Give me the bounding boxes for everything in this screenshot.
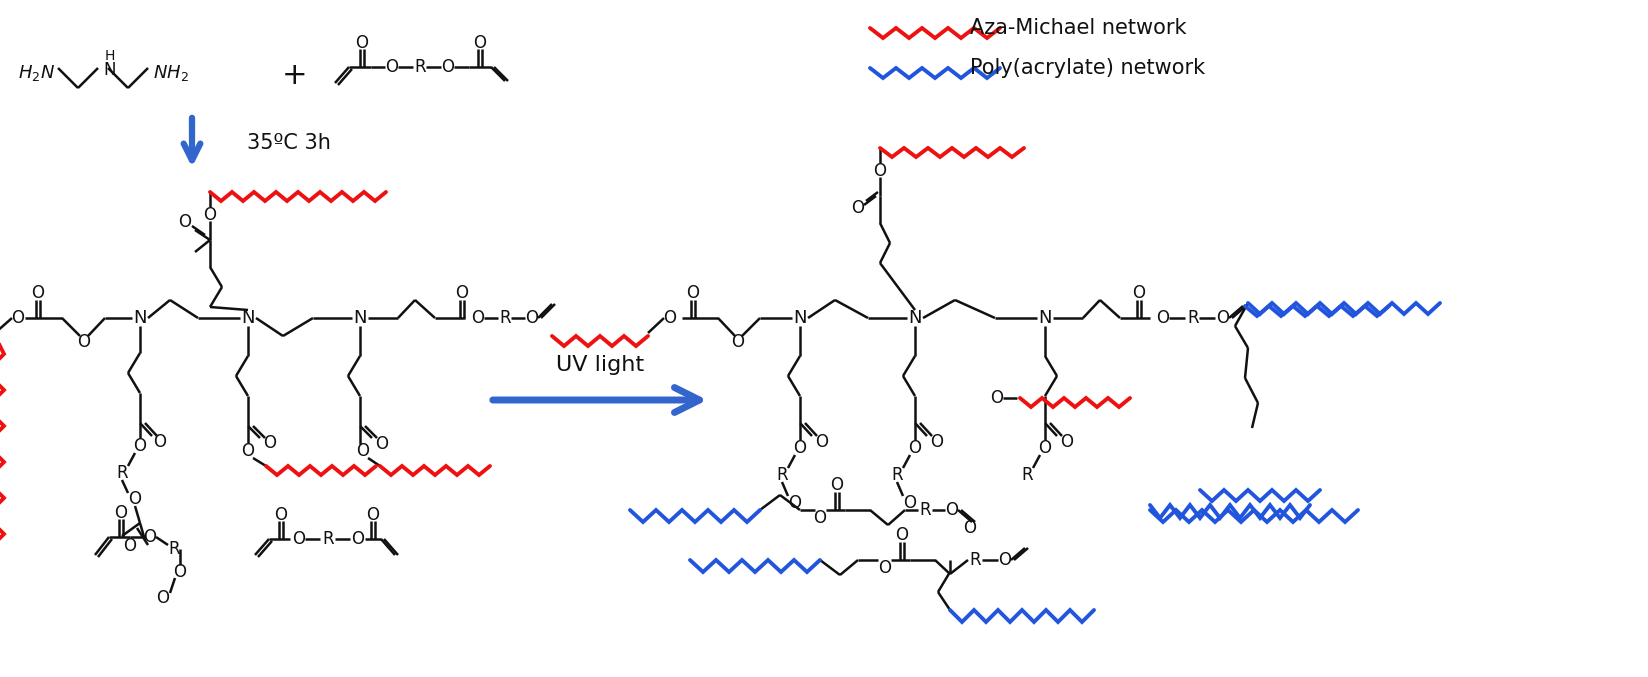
- Text: O: O: [946, 501, 959, 519]
- Text: O: O: [687, 284, 699, 302]
- Text: O: O: [895, 526, 908, 544]
- Text: N: N: [353, 309, 368, 327]
- Text: O: O: [903, 494, 916, 512]
- Text: R: R: [117, 464, 129, 482]
- Text: O: O: [178, 213, 191, 231]
- Text: O: O: [275, 506, 287, 524]
- Text: O: O: [376, 435, 389, 453]
- Text: O: O: [143, 528, 157, 546]
- Text: O: O: [788, 494, 801, 512]
- Text: O: O: [31, 284, 44, 302]
- Text: R: R: [499, 309, 511, 327]
- Text: O: O: [793, 439, 806, 457]
- Text: O: O: [999, 551, 1012, 569]
- Text: O: O: [1216, 309, 1229, 327]
- Text: R: R: [414, 58, 425, 76]
- Text: O: O: [356, 34, 369, 52]
- Text: O: O: [990, 389, 1004, 407]
- Text: R: R: [1022, 466, 1033, 484]
- Text: $NH_2$: $NH_2$: [153, 63, 190, 83]
- Text: O: O: [366, 506, 379, 524]
- Text: O: O: [908, 439, 921, 457]
- Text: $H_2N$: $H_2N$: [18, 63, 54, 83]
- Text: R: R: [323, 530, 335, 548]
- Text: O: O: [129, 490, 142, 508]
- Text: N: N: [1038, 309, 1051, 327]
- Text: O: O: [814, 509, 827, 527]
- Text: O: O: [242, 442, 254, 460]
- Text: O: O: [1061, 433, 1073, 451]
- Text: R: R: [892, 466, 903, 484]
- Text: O: O: [878, 559, 892, 577]
- Text: O: O: [964, 519, 977, 537]
- Text: UV light: UV light: [555, 355, 644, 375]
- Text: +: +: [282, 62, 308, 91]
- Text: O: O: [455, 284, 468, 302]
- Text: N: N: [908, 309, 921, 327]
- Text: N: N: [793, 309, 808, 327]
- Text: O: O: [1132, 284, 1145, 302]
- Text: O: O: [153, 433, 166, 451]
- Text: N: N: [104, 61, 117, 79]
- Text: R: R: [168, 540, 180, 558]
- Text: O: O: [873, 162, 887, 180]
- Text: O: O: [831, 476, 844, 494]
- Text: O: O: [173, 563, 186, 581]
- Text: O: O: [77, 333, 91, 351]
- Text: O: O: [386, 58, 399, 76]
- Text: O: O: [852, 199, 865, 217]
- Text: O: O: [526, 309, 539, 327]
- Text: O: O: [664, 309, 676, 327]
- Text: O: O: [351, 530, 364, 548]
- Text: Aza-Michael network: Aza-Michael network: [971, 18, 1187, 38]
- Text: O: O: [471, 309, 485, 327]
- Text: O: O: [442, 58, 455, 76]
- Text: O: O: [816, 433, 829, 451]
- Text: R: R: [1187, 309, 1198, 327]
- Text: R: R: [920, 501, 931, 519]
- Text: O: O: [732, 333, 745, 351]
- Text: O: O: [264, 434, 277, 452]
- Text: 35ºC 3h: 35ºC 3h: [247, 133, 331, 153]
- Text: R: R: [969, 551, 981, 569]
- Text: O: O: [292, 530, 305, 548]
- Text: H: H: [105, 49, 115, 63]
- Text: R: R: [776, 466, 788, 484]
- Text: O: O: [1038, 439, 1051, 457]
- Text: O: O: [114, 504, 127, 522]
- Text: N: N: [133, 309, 147, 327]
- Text: O: O: [124, 537, 137, 555]
- Text: O: O: [931, 433, 944, 451]
- Text: O: O: [203, 206, 216, 224]
- Text: O: O: [12, 309, 25, 327]
- Text: O: O: [1157, 309, 1170, 327]
- Text: Poly(acrylate) network: Poly(acrylate) network: [971, 58, 1205, 78]
- Text: N: N: [241, 309, 255, 327]
- Text: O: O: [473, 34, 486, 52]
- Text: O: O: [133, 437, 147, 455]
- Text: O: O: [157, 589, 170, 607]
- Text: O: O: [356, 442, 369, 460]
